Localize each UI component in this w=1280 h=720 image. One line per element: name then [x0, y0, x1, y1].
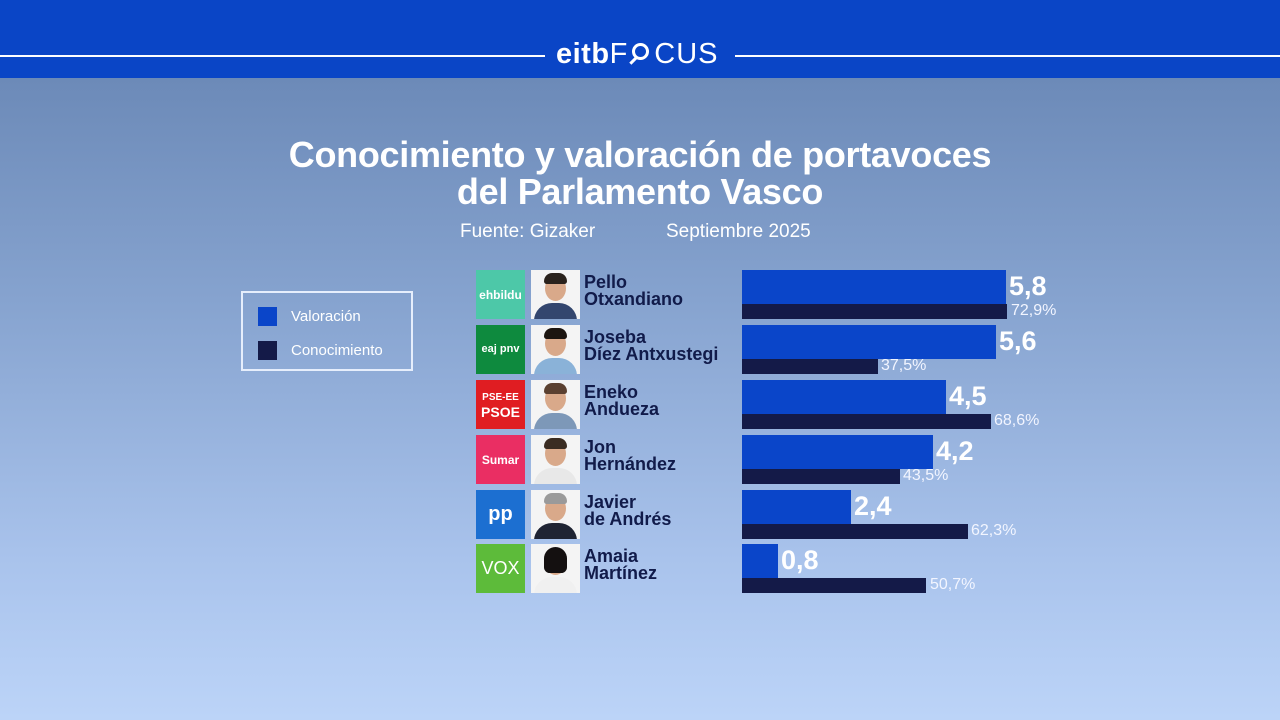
bar-conocimiento	[742, 359, 878, 374]
bar-conocimiento	[742, 469, 900, 484]
value-valoracion: 5,8	[1009, 271, 1047, 301]
speaker-name: Amaia Martínez	[584, 546, 658, 583]
value-valoracion: 2,4	[854, 491, 892, 521]
magnifier-icon	[629, 42, 653, 66]
avatar	[531, 270, 580, 319]
speaker-name: Pello Otxandiano	[584, 272, 684, 309]
chart-title-line1: Conocimiento y valoración de portavoces	[288, 134, 992, 175]
bar-valoracion	[742, 270, 1006, 304]
speaker-name: Javier de Andrés	[584, 492, 672, 529]
bar-conocimiento	[742, 524, 968, 539]
value-valoracion: 4,2	[936, 436, 974, 466]
legend-swatch-conocimiento	[258, 340, 277, 360]
value-valoracion: 4,5	[949, 381, 987, 411]
avatar	[531, 325, 580, 374]
logo-focus-f: F	[609, 38, 629, 70]
value-conocimiento: 68,6%	[994, 412, 1040, 429]
speaker-name: Joseba Díez Antxustegi	[584, 327, 719, 364]
value-conocimiento: 72,9%	[1011, 302, 1057, 319]
bar-conocimiento	[742, 578, 926, 593]
chart-row: pp Javier de Andrés 2,4 62,3%	[476, 490, 1096, 540]
party-logo-pp: pp	[476, 490, 525, 539]
bar-valoracion	[742, 435, 933, 469]
header-divider-left	[0, 55, 545, 57]
logo-eitb: eitb	[556, 38, 610, 70]
avatar	[531, 380, 580, 429]
bar-conocimiento	[742, 414, 991, 429]
party-logo-vox: VOX	[476, 544, 525, 593]
value-conocimiento: 62,3%	[971, 522, 1017, 539]
legend-item-valoracion: Valoración	[258, 306, 361, 326]
speaker-name: Jon Hernández	[584, 437, 677, 474]
bar-valoracion	[742, 380, 946, 414]
legend-label: Valoración	[291, 307, 361, 325]
party-logo-sumar: Sumar	[476, 435, 525, 484]
value-valoracion: 5,6	[999, 326, 1037, 356]
chart-row: eaj pnv Joseba Díez Antxustegi 5,6 37,5%	[476, 325, 1096, 375]
chart-row: PSE-EE PSOE Eneko Andueza 4,5 68,6%	[476, 380, 1096, 430]
legend-swatch-valoracion	[258, 306, 277, 326]
party-logo-ehbildu: ehbildu	[476, 270, 525, 319]
header-bar: eitb F CUS	[0, 0, 1280, 78]
bar-valoracion	[742, 544, 778, 578]
legend-item-conocimiento: Conocimiento	[258, 340, 383, 360]
party-logo-psoe: PSE-EE PSOE	[476, 380, 525, 429]
value-conocimiento: 43,5%	[903, 467, 949, 484]
logo-focus-cus: CUS	[654, 38, 719, 70]
header-divider-right	[735, 55, 1280, 57]
chart-row: ehbildu Pello Otxandiano 5,8 72,9%	[476, 270, 1096, 320]
speaker-name: Eneko Andueza	[584, 382, 660, 419]
avatar	[531, 435, 580, 484]
avatar	[531, 544, 580, 593]
legend-label: Conocimiento	[291, 341, 383, 359]
avatar	[531, 490, 580, 539]
value-conocimiento: 50,7%	[930, 576, 976, 593]
chart-date: Septiembre 2025	[666, 221, 811, 242]
chart-source: Fuente: Gizaker	[460, 221, 596, 242]
chart-row: Sumar Jon Hernández 4,2 43,5%	[476, 435, 1096, 485]
bar-valoracion	[742, 490, 851, 524]
bar-conocimiento	[742, 304, 1007, 319]
value-conocimiento: 37,5%	[881, 357, 927, 374]
chart-title-line2: del Parlamento Vasco	[456, 171, 824, 212]
bar-valoracion	[742, 325, 996, 359]
chart-row: VOX Amaia Martínez 0,8 50,7%	[476, 544, 1096, 594]
party-logo-pnv: eaj pnv	[476, 325, 525, 374]
eitb-focus-logo: eitb F CUS	[556, 36, 726, 72]
chart-legend: Valoración Conocimiento	[241, 291, 413, 371]
value-valoracion: 0,8	[781, 545, 819, 575]
